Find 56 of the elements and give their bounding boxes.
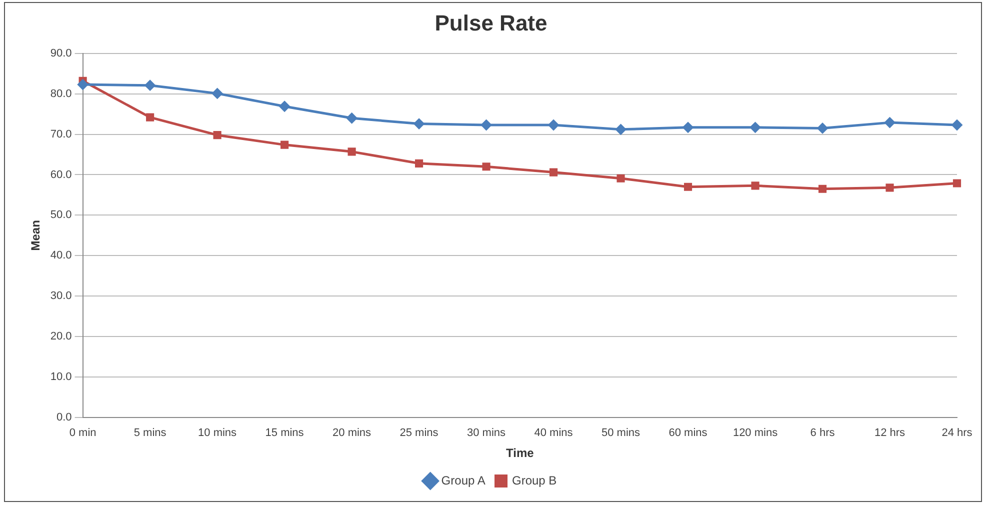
x-tick-label: 20 mins bbox=[332, 427, 372, 440]
x-tick-label: 12 hrs bbox=[874, 427, 906, 440]
x-tick-label: 120 mins bbox=[732, 427, 778, 440]
x-tick-label: 50 mins bbox=[602, 427, 641, 440]
point bbox=[480, 119, 492, 130]
point bbox=[817, 122, 828, 134]
y-tick-label: 40.0 bbox=[50, 250, 72, 262]
y-tick-label: 90.0 bbox=[50, 47, 72, 60]
point bbox=[884, 117, 896, 128]
x-tick-label: 0 min bbox=[69, 427, 96, 440]
point bbox=[213, 131, 222, 140]
point bbox=[750, 122, 761, 133]
x-tick-label: 5 mins bbox=[134, 427, 167, 440]
point bbox=[144, 80, 156, 91]
x-tick-label: 6 hrs bbox=[810, 427, 836, 440]
point bbox=[751, 182, 760, 190]
x-tick-label: 24 hrs bbox=[942, 427, 973, 440]
x-tick-label: 10 mins bbox=[198, 427, 238, 440]
point bbox=[549, 168, 558, 176]
point bbox=[684, 182, 692, 191]
point bbox=[77, 79, 88, 90]
legend-label: Group A bbox=[441, 473, 486, 488]
point bbox=[212, 88, 223, 99]
x-tick-label: 30 mins bbox=[467, 427, 506, 440]
point bbox=[415, 159, 424, 168]
point bbox=[414, 118, 425, 130]
y-tick-label: 70.0 bbox=[50, 128, 72, 140]
point bbox=[682, 122, 694, 133]
y-tick-label: 20.0 bbox=[50, 330, 72, 343]
y-tick-label: 30.0 bbox=[50, 290, 72, 302]
y-axis-title: Mean bbox=[28, 220, 43, 251]
point bbox=[615, 124, 626, 135]
y-tick-label: 10.0 bbox=[50, 370, 72, 383]
y-tick-label: 0.0 bbox=[56, 411, 72, 424]
point bbox=[548, 119, 560, 130]
legend-label: Group B bbox=[512, 473, 557, 488]
point bbox=[348, 148, 356, 156]
point bbox=[952, 179, 962, 188]
x-tick-label: 60 mins bbox=[668, 427, 708, 440]
point bbox=[886, 184, 894, 192]
y-tick-label: 80.0 bbox=[50, 88, 72, 100]
chart-title: Pulse Rate bbox=[434, 10, 548, 36]
x-tick-label: 25 mins bbox=[400, 427, 439, 440]
y-tick-label: 50.0 bbox=[50, 209, 72, 222]
y-tick-label: 60.0 bbox=[50, 168, 72, 181]
x-tick-label: 40 mins bbox=[534, 427, 574, 440]
point bbox=[146, 113, 154, 122]
point bbox=[279, 100, 290, 112]
x-axis-title: Time bbox=[506, 446, 534, 460]
point bbox=[818, 184, 827, 193]
point bbox=[482, 162, 490, 171]
point bbox=[952, 119, 962, 130]
point bbox=[616, 174, 625, 182]
x-tick-label: 15 mins bbox=[265, 427, 304, 440]
point bbox=[346, 112, 358, 124]
point bbox=[280, 140, 289, 149]
